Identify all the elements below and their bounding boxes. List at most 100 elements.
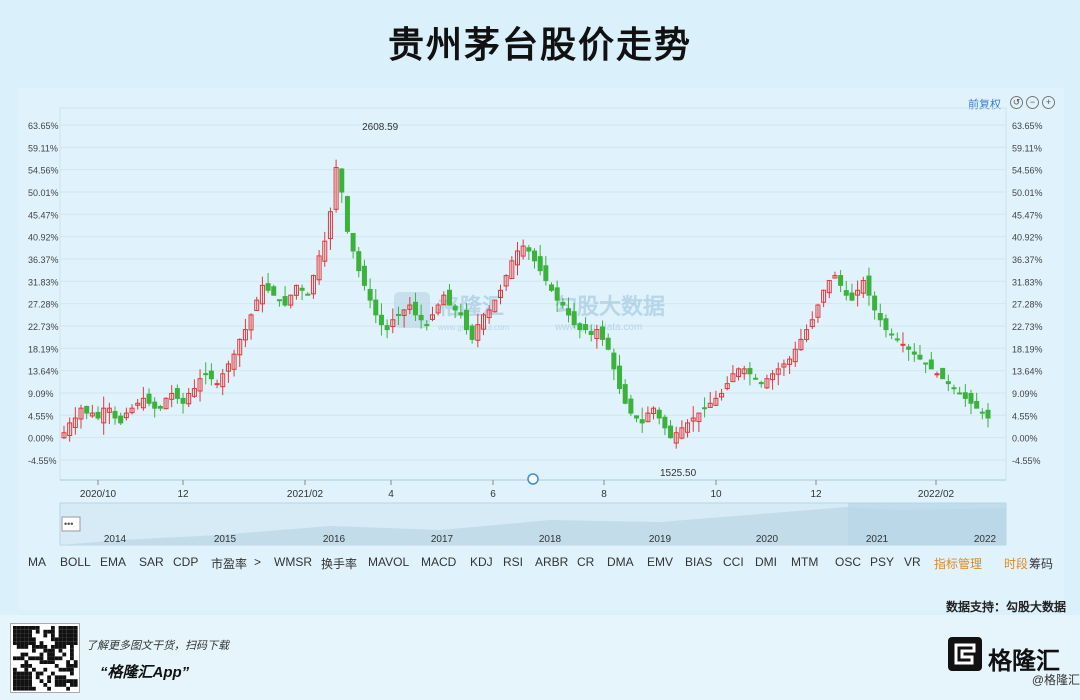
- qr-module: [20, 675, 25, 680]
- y-tick-label-left: 22.73%: [28, 322, 59, 332]
- y-tick-label-right: 40.92%: [1012, 233, 1043, 243]
- qr-module: [35, 626, 40, 630]
- reset-icon[interactable]: ↺: [1010, 96, 1023, 109]
- navigator-year-label: 2015: [214, 534, 237, 545]
- indicator-item[interactable]: MTM: [791, 555, 819, 569]
- indicator-item[interactable]: WMSR: [274, 555, 312, 569]
- indicator-item[interactable]: >: [254, 555, 262, 569]
- qr-module: [24, 671, 29, 676]
- price-chart[interactable]: 63.65% 63.65% 59.11% 59.11% 54.56% 54.56% 50.0…: [0, 0, 1080, 560]
- indicator-item[interactable]: SAR: [139, 555, 164, 569]
- qr-module: [43, 648, 48, 653]
- candle-body: [906, 346, 912, 350]
- candle-body: [526, 247, 532, 252]
- indicator-item[interactable]: MACD: [421, 555, 457, 569]
- qr-module: [58, 629, 63, 634]
- qr-module: [16, 675, 21, 680]
- candle-body: [95, 411, 101, 419]
- qr-module: [66, 679, 70, 683]
- y-tick-label-left: 0.00%: [28, 434, 54, 444]
- indicator-bar: MA BOLL EMA SAR CDP 市盈率 > WMSR 换手率 MAVOL MACD KDJ RS…: [18, 553, 1064, 573]
- candle-body: [361, 265, 367, 286]
- x-tick-label: 2021/02: [287, 489, 324, 500]
- candle-body: [843, 290, 849, 296]
- indicator-item[interactable]: EMA: [100, 555, 127, 569]
- qr-module: [13, 671, 17, 676]
- qr-module: [58, 667, 63, 672]
- qr-module: [20, 671, 25, 676]
- qr-module: [28, 629, 32, 634]
- zoom-in-icon[interactable]: +: [1042, 96, 1055, 109]
- indicator-item[interactable]: DMA: [607, 555, 634, 569]
- qr-module: [54, 664, 59, 668]
- candle-body: [220, 373, 226, 388]
- candle-body: [781, 363, 787, 368]
- candle-body: [106, 407, 112, 413]
- indicator-item[interactable]: 指标管理: [934, 557, 983, 571]
- qr-module: [28, 664, 32, 668]
- candle-body: [310, 275, 316, 295]
- zoom-out-icon[interactable]: −: [1026, 96, 1039, 109]
- candle-body: [889, 333, 895, 336]
- qr-module: [54, 656, 59, 661]
- qr-module: [51, 652, 55, 657]
- indicator-item[interactable]: KDJ: [470, 555, 493, 569]
- qr-module: [51, 648, 55, 653]
- candle-body: [583, 324, 589, 331]
- candle-body: [707, 402, 713, 408]
- candle-body: [957, 392, 963, 395]
- indicator-item[interactable]: OSC: [835, 555, 862, 569]
- qr-module: [70, 652, 74, 657]
- qr-module: [24, 633, 29, 638]
- indicator-item[interactable]: CCI: [723, 555, 744, 569]
- qr-module: [54, 683, 59, 687]
- candle-body: [378, 314, 384, 326]
- x-tick-label: 4: [388, 489, 394, 500]
- indicator-item[interactable]: MA: [28, 555, 46, 569]
- candle-body: [877, 313, 883, 321]
- candle-body: [894, 338, 900, 341]
- candle-body: [588, 330, 594, 335]
- low-annotation: 1525.50: [660, 468, 697, 479]
- candle-body: [322, 240, 328, 262]
- candle-body: [265, 283, 271, 291]
- y-tick-label-left: 31.83%: [28, 277, 59, 287]
- indicator-item[interactable]: MAVOL: [368, 555, 410, 569]
- indicator-item[interactable]: 换手率: [321, 557, 358, 571]
- candle-body: [730, 373, 736, 383]
- candle-body: [384, 325, 390, 331]
- candle-body: [180, 397, 186, 404]
- candle-body: [237, 338, 243, 356]
- candle-body: [668, 425, 674, 439]
- qr-module: [24, 683, 29, 687]
- indicator-item[interactable]: BOLL: [60, 555, 91, 569]
- candle-body: [883, 318, 889, 331]
- indicator-item[interactable]: ARBR: [535, 555, 569, 569]
- candle-body: [719, 392, 725, 398]
- qr-module: [28, 671, 32, 676]
- indicator-item[interactable]: BIAS: [685, 555, 713, 569]
- candle-body: [821, 289, 827, 303]
- candle-body: [191, 388, 197, 397]
- qr-module: [43, 667, 48, 672]
- indicator-item[interactable]: 市盈率: [211, 557, 248, 571]
- qr-module: [58, 675, 63, 680]
- candle-body: [775, 368, 781, 375]
- candle-body: [634, 415, 640, 419]
- candle-body: [685, 422, 691, 433]
- navigator-handle: [61, 516, 81, 532]
- qr-module: [51, 629, 55, 634]
- indicator-item[interactable]: 时段: [1004, 557, 1029, 571]
- indicator-item[interactable]: DMI: [755, 555, 777, 569]
- indicator-item[interactable]: PSY: [870, 555, 895, 569]
- indicator-item[interactable]: CR: [577, 555, 595, 569]
- indicator-item[interactable]: VR: [904, 555, 921, 569]
- indicator-item[interactable]: EMV: [647, 555, 674, 569]
- qr-module: [43, 660, 48, 664]
- indicator-item[interactable]: RSI: [503, 555, 524, 569]
- y-tick-label-right: 50.01%: [1012, 188, 1043, 198]
- candle-body: [741, 368, 747, 375]
- indicator-item[interactable]: CDP: [173, 555, 199, 569]
- candle-body: [89, 412, 95, 417]
- indicator-item[interactable]: 筹码: [1029, 557, 1054, 571]
